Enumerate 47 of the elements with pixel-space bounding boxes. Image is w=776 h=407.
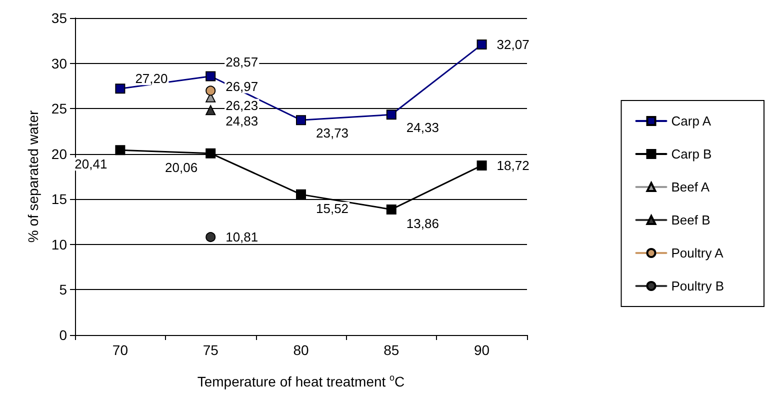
y-tick-label: 10 (51, 236, 68, 252)
data-label: 27,20 (135, 71, 168, 86)
legend-label: Beef A (671, 180, 710, 194)
data-label: 26,23 (226, 98, 258, 113)
data-label: 13,86 (406, 216, 439, 231)
data-label: 15,52 (316, 200, 349, 216)
point (296, 189, 306, 200)
legend-label: Poultry A (671, 246, 724, 260)
data-label: 32,07 (496, 37, 530, 52)
point (206, 71, 216, 82)
legend-label: Carp B (671, 146, 712, 162)
y-tick-label: 20 (51, 146, 68, 162)
x-tick-label: 70 (112, 342, 128, 358)
point (386, 110, 396, 120)
point (386, 204, 396, 214)
y-tick-label: 15 (51, 191, 68, 208)
y-tick-label: 35 (51, 10, 68, 26)
point (206, 86, 216, 96)
data-label: 20,41 (74, 156, 108, 172)
point (115, 84, 126, 94)
point (476, 40, 487, 50)
data-label: 23,73 (316, 126, 349, 141)
point (206, 232, 216, 242)
point (476, 160, 487, 170)
legend-label: Carp A (671, 114, 712, 128)
data-label: 10,81 (226, 230, 258, 245)
data-label: 24,33 (406, 120, 439, 136)
point (115, 145, 126, 156)
y-tick-label: 0 (59, 327, 68, 343)
legend-label: Beef B (671, 212, 710, 228)
y-tick-label: 30 (51, 55, 68, 72)
x-tick-label: 80 (293, 342, 309, 358)
data-label: 24,83 (226, 114, 258, 129)
x-tick-label: 75 (202, 342, 219, 358)
point (206, 148, 216, 158)
x-tick-label: 85 (384, 342, 400, 358)
data-label: 26,97 (226, 79, 258, 94)
x-tick-label: 90 (474, 342, 490, 358)
y-tick-label: 5 (59, 282, 68, 298)
data-label: 18,72 (496, 158, 530, 173)
legend-label: Poultry B (671, 278, 724, 294)
y-tick-label: 25 (51, 100, 68, 117)
y-axis-title: % of separated water (25, 110, 41, 243)
data-label: 28,57 (226, 54, 258, 70)
point (206, 105, 216, 116)
data-label: 20,06 (165, 160, 198, 175)
point (296, 115, 306, 126)
